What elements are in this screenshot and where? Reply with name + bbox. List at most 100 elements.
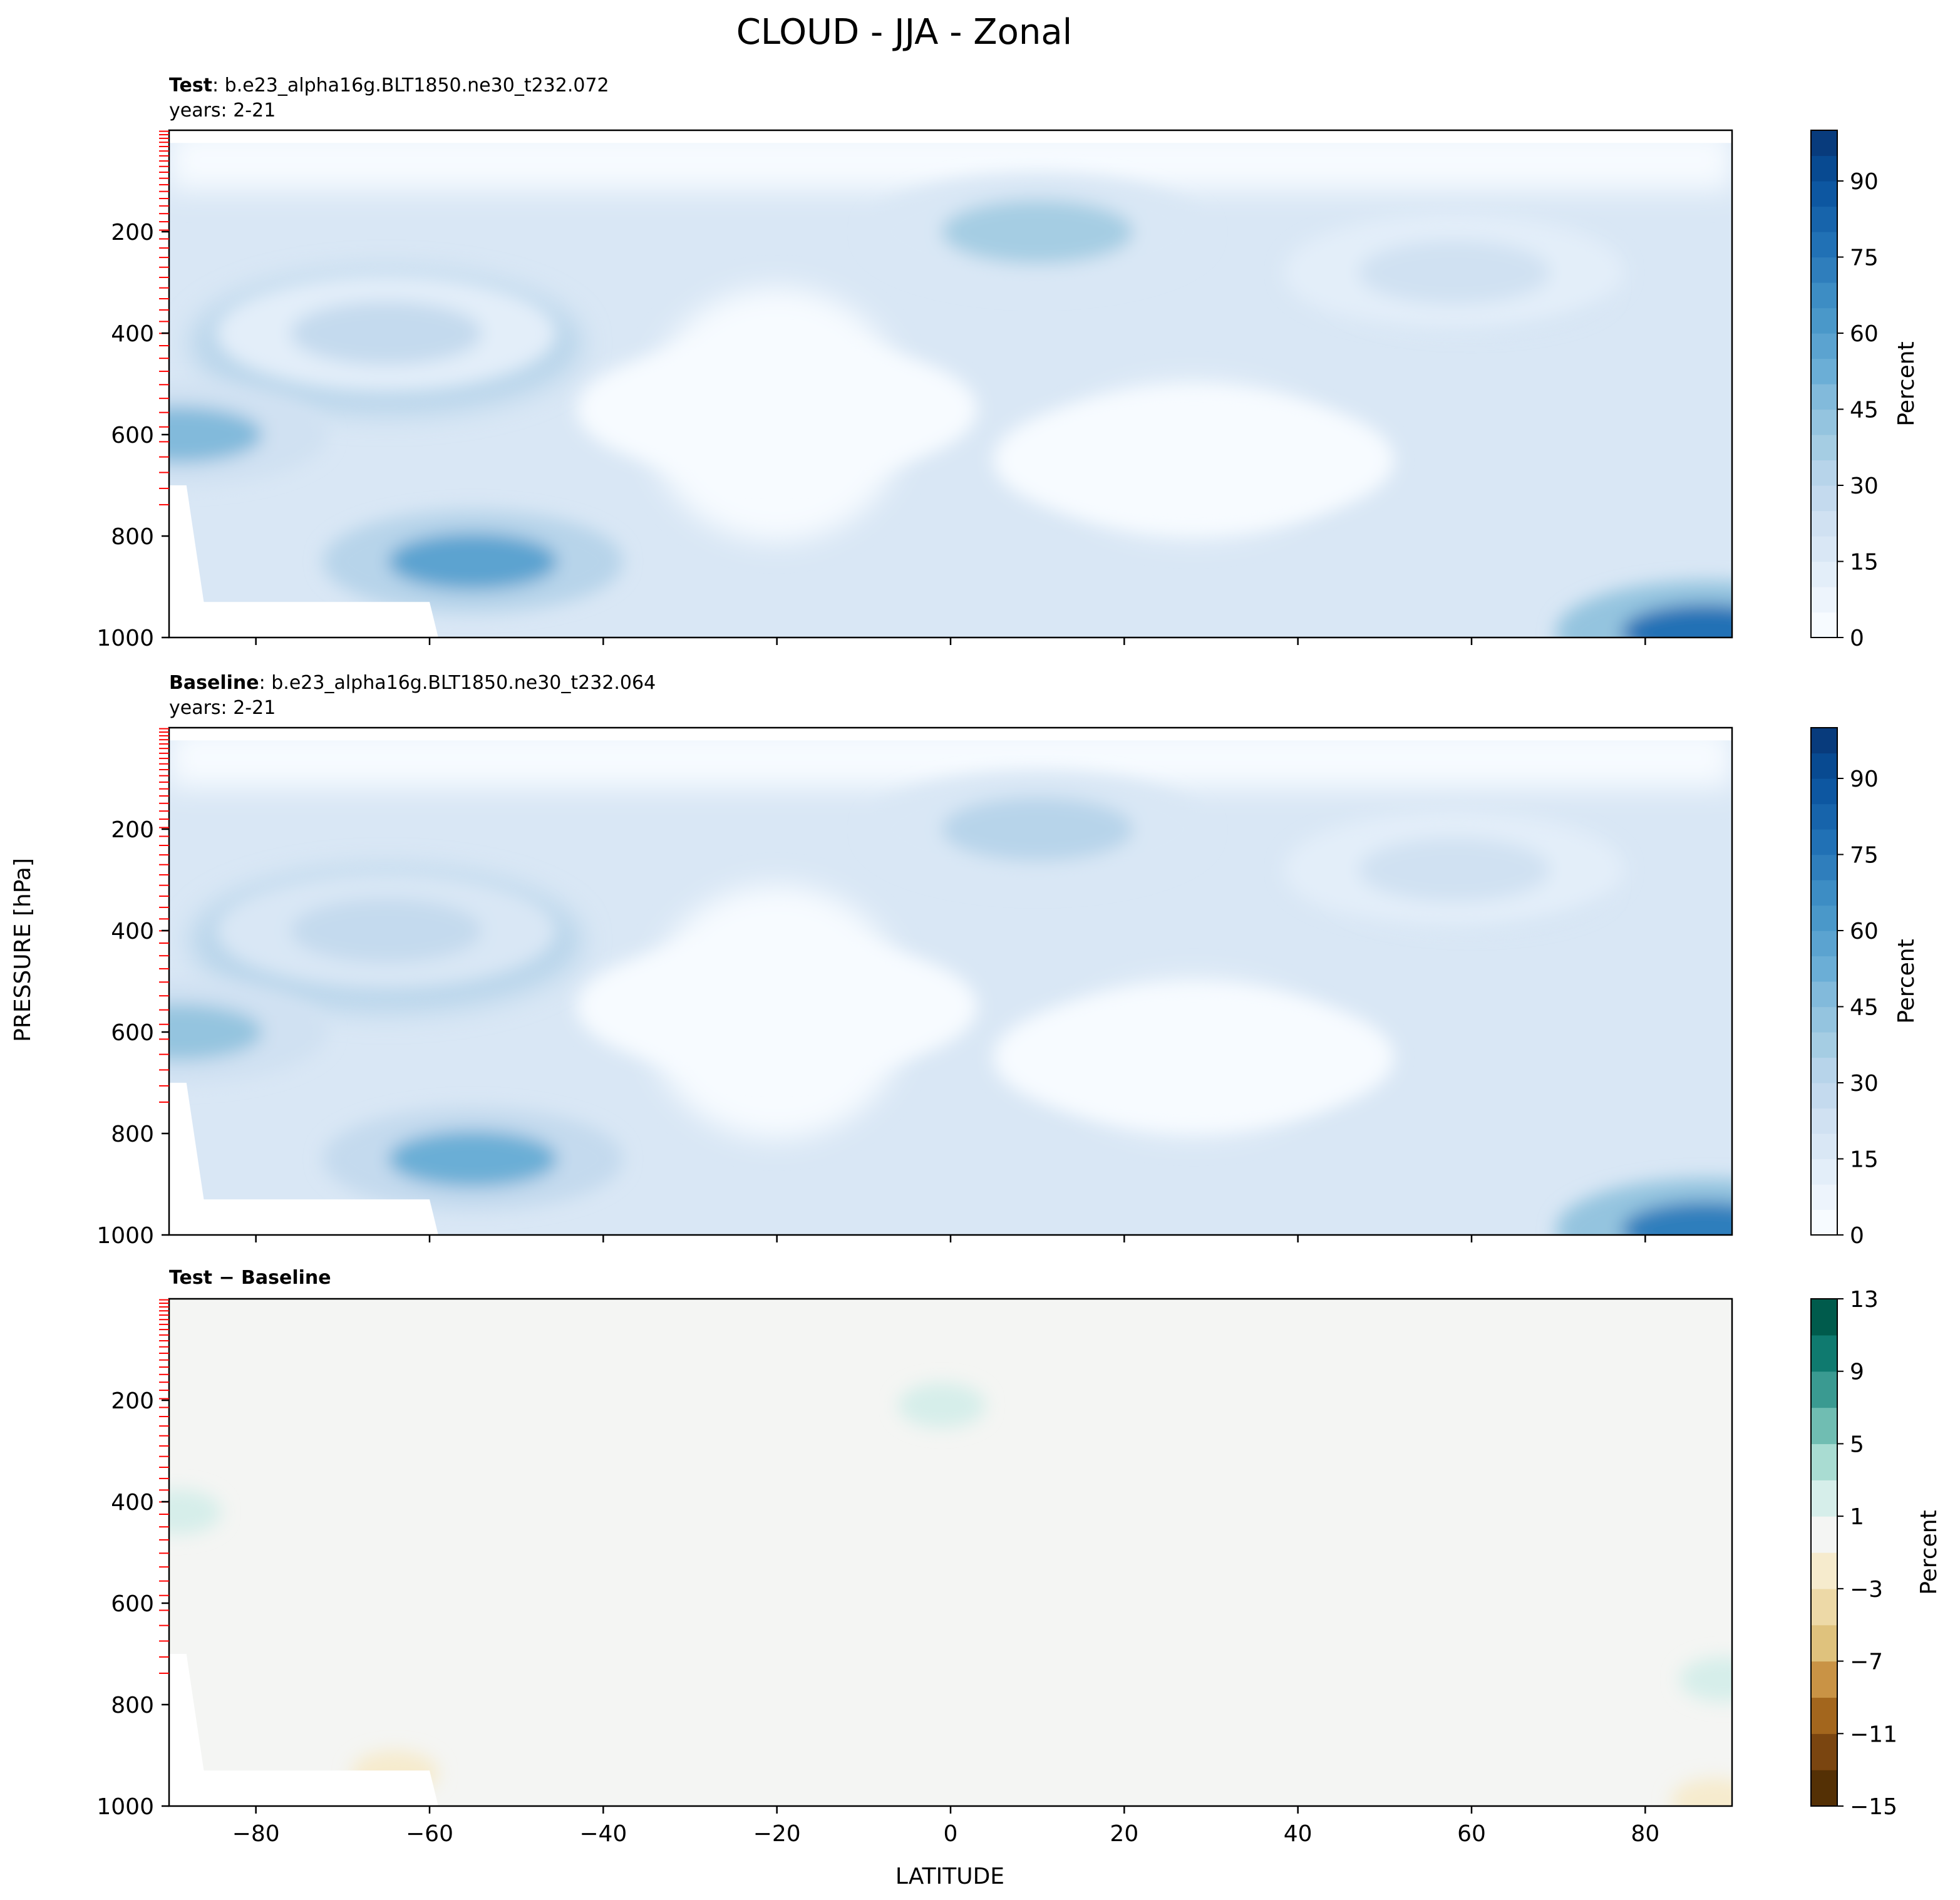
- colorbar-tick-label: 1: [1850, 1504, 1864, 1530]
- panel-label: Test − Baseline: [169, 1267, 331, 1289]
- x-axis-label: LATITUDE: [895, 1864, 1004, 1889]
- colorbar-tick-label: −3: [1850, 1577, 1883, 1603]
- colorbar-swatch: [1811, 206, 1837, 232]
- x-tick-label: −20: [753, 1821, 801, 1847]
- colorbar-swatch: [1811, 561, 1837, 587]
- colorbar-tick-label: 60: [1850, 919, 1879, 944]
- colorbar-swatch: [1811, 1133, 1837, 1160]
- colorbar-tick-label: −11: [1850, 1722, 1897, 1747]
- y-tick-label: 800: [111, 1122, 154, 1147]
- colorbar-tick-label: −7: [1850, 1650, 1883, 1675]
- colorbar-tick-label: 75: [1850, 245, 1879, 271]
- x-tick-label: 40: [1284, 1821, 1313, 1847]
- colorbar-swatch: [1811, 384, 1837, 410]
- diff-feature-3: [1671, 1778, 1732, 1806]
- y-axis-label: PRESSURE [hPa]: [10, 858, 36, 1042]
- field-feature-layer: [169, 770, 1732, 1235]
- contour-core-0: [388, 533, 558, 590]
- panel-label-bold: Baseline: [169, 672, 259, 694]
- y-tick-label: 1000: [96, 1794, 154, 1820]
- colorbar-tick-label: 90: [1850, 169, 1879, 195]
- colorbar-swatch: [1811, 829, 1837, 855]
- colorbar-test: 0 15 30 45 60 75 90 Percent: [1810, 130, 1919, 651]
- colorbar-frame: [1810, 727, 1838, 1236]
- contour-core-2: [290, 899, 482, 963]
- panel-label-case: : b.e23_alpha16g.BLT1850.ne30_t232.064: [259, 672, 656, 694]
- colorbar-swatch: [1811, 1335, 1837, 1372]
- topography-mask: [169, 1654, 438, 1806]
- x-tick-label: −40: [579, 1821, 627, 1847]
- colorbar-swatch: [1811, 1697, 1837, 1734]
- colorbar-swatch: [1811, 1516, 1837, 1553]
- x-tick-label: 0: [944, 1821, 958, 1847]
- colorbar-swatch: [1811, 803, 1837, 830]
- colorbar-swatch: [1811, 358, 1837, 385]
- colorbar-swatch: [1811, 587, 1837, 613]
- colorbar-swatch: [1811, 1299, 1837, 1336]
- figure-title: CLOUD - JJA - Zonal: [736, 12, 1072, 53]
- x-tick-label: −80: [232, 1821, 280, 1847]
- x-tick-label: 20: [1110, 1821, 1138, 1847]
- colorbar-swatch: [1811, 307, 1837, 334]
- diff-feature-1: [169, 1489, 222, 1535]
- contour-field-baseline: [169, 728, 1732, 1235]
- y-tick-label: 200: [111, 220, 154, 245]
- colorbar-swatch: [1811, 956, 1837, 982]
- panel-label: Test: b.e23_alpha16g.BLT1850.ne30_t232.0…: [169, 75, 609, 96]
- contour-core-5: [1081, 1020, 1307, 1095]
- colorbar-difference: −15 −11 −7 −3 1 5 9 13 Percent: [1810, 1287, 1942, 1820]
- contour-core-3: [1358, 837, 1550, 902]
- y-tick-label: 1000: [96, 626, 154, 651]
- contour-core-0: [388, 1130, 558, 1187]
- colorbar-swatch: [1811, 1371, 1837, 1408]
- colorbar-swatch: [1811, 1624, 1837, 1662]
- colorbar-swatch: [1811, 1407, 1837, 1445]
- diff-feature-2: [1679, 1656, 1732, 1702]
- colorbar-swatch: [1811, 232, 1837, 258]
- colorbar-swatch: [1811, 333, 1837, 359]
- panel-label: Baseline: b.e23_alpha16g.BLT1850.ne30_t2…: [169, 672, 656, 694]
- colorbar-label: Percent: [1894, 341, 1919, 426]
- colorbar-swatch: [1811, 510, 1837, 537]
- colorbar-swatch: [1811, 435, 1837, 461]
- upper-mask: [169, 130, 1732, 143]
- colorbar-baseline: 0 15 30 45 60 75 90 Percent: [1810, 727, 1919, 1249]
- field-feature-layer: [169, 173, 1732, 638]
- colorbar-tick-label: 45: [1850, 398, 1879, 423]
- colorbar-swatch: [1811, 1209, 1837, 1236]
- colorbar-swatch: [1811, 905, 1837, 931]
- colorbar-swatch: [1811, 728, 1837, 754]
- colorbar-tick-label: 45: [1850, 995, 1879, 1021]
- upper-mask: [169, 728, 1732, 741]
- y-tick-label: 600: [111, 423, 154, 448]
- colorbar-swatch: [1811, 1552, 1837, 1589]
- colorbar-swatch: [1811, 1480, 1837, 1517]
- colorbar-swatch: [1811, 485, 1837, 512]
- y-tick-label: 200: [111, 817, 154, 843]
- contour-core-6: [664, 969, 890, 1045]
- x-tick-label: 60: [1457, 1821, 1486, 1847]
- colorbar-swatch: [1811, 257, 1837, 283]
- colorbar-swatch: [1811, 931, 1837, 957]
- contour-core-7: [169, 1004, 262, 1060]
- colorbar-swatch: [1811, 1108, 1837, 1134]
- panel-label-case: : b.e23_alpha16g.BLT1850.ne30_t232.072: [212, 75, 609, 96]
- colorbar-swatch: [1811, 981, 1837, 1008]
- colorbar-swatch: [1811, 181, 1837, 207]
- colorbar-frame: [1810, 1298, 1838, 1807]
- colorbar-tick-label: 30: [1850, 1071, 1879, 1097]
- y-tick-label: 1000: [96, 1223, 154, 1249]
- contour-core-7: [169, 406, 262, 463]
- diff-feature-0: [898, 1383, 986, 1428]
- y-tick-label: 800: [111, 524, 154, 550]
- colorbar-swatch: [1811, 1588, 1837, 1626]
- colorbar-frame: [1810, 130, 1838, 638]
- colorbar-tick-label: −15: [1850, 1794, 1897, 1820]
- colorbar-tick-label: 90: [1850, 767, 1879, 792]
- colorbar-swatch: [1811, 1184, 1837, 1211]
- topography-mask: [169, 485, 438, 638]
- colorbar-tick-label: 9: [1850, 1360, 1864, 1385]
